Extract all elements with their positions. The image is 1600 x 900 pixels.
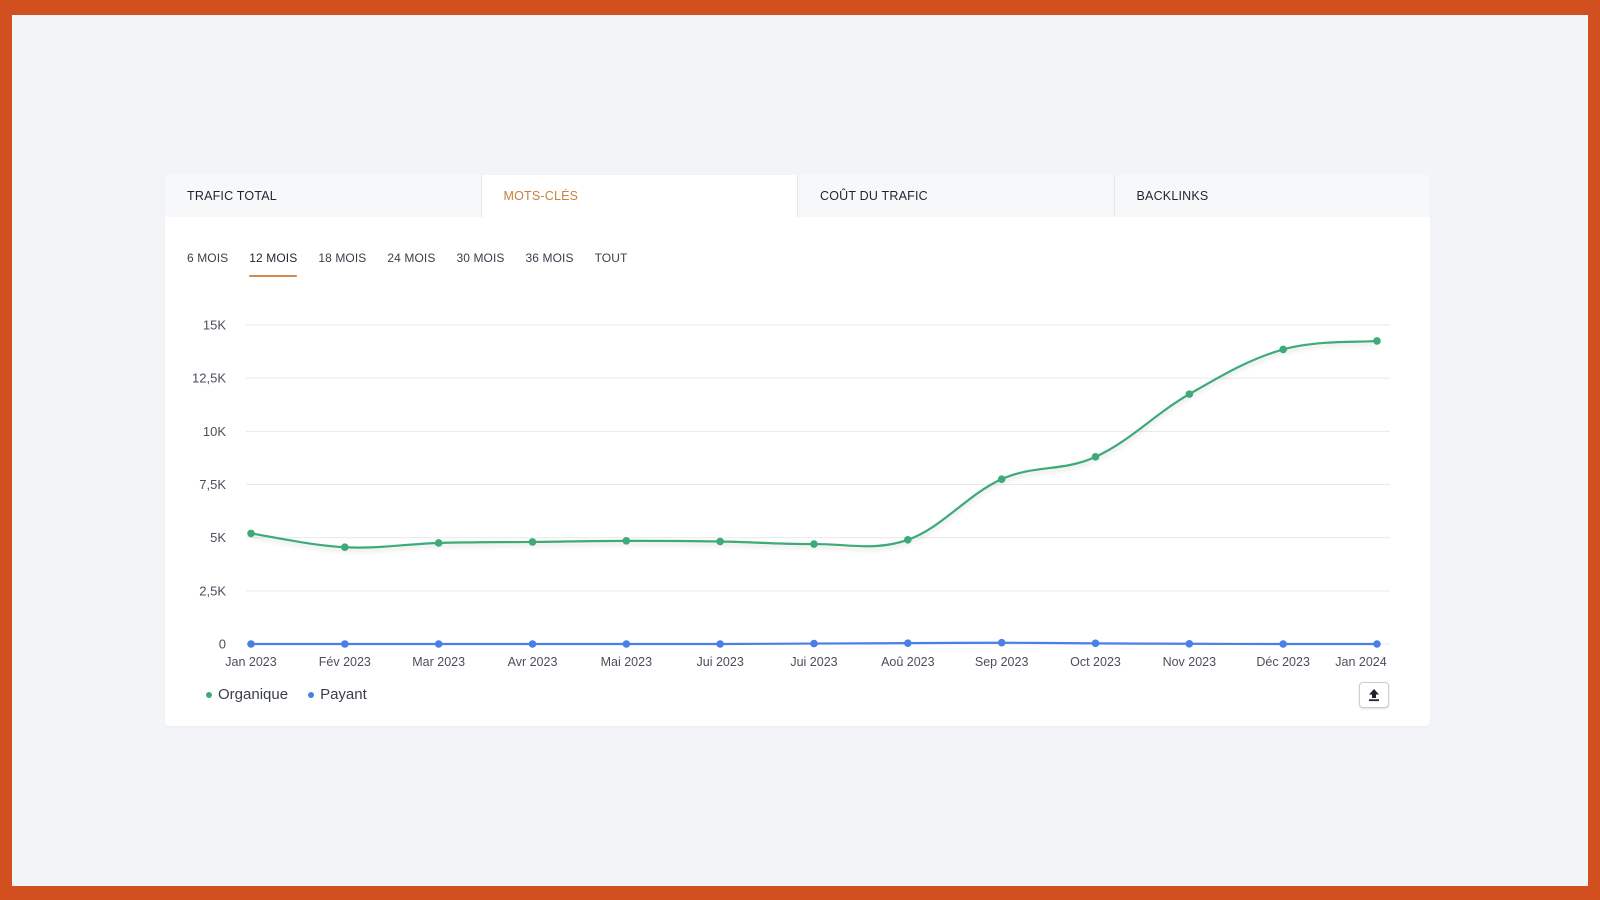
metric-tabs: TRAFIC TOTAL MOTS-CLÉS COÛT DU TRAFIC BA…	[165, 175, 1430, 217]
data-point-payant[interactable]	[247, 640, 255, 648]
data-point-payant[interactable]	[810, 639, 818, 648]
y-tick-label: 5K	[210, 530, 226, 545]
period-tout[interactable]: TOUT	[594, 251, 628, 265]
tab-mots-cles[interactable]: MOTS-CLÉS	[481, 175, 798, 217]
x-tick-label: Jan 2024	[1335, 655, 1386, 669]
data-point-payant[interactable]	[528, 640, 537, 648]
data-point-payant[interactable]	[997, 638, 1006, 647]
x-tick-label: Déc 2023	[1256, 655, 1310, 669]
y-tick-label: 7,5K	[199, 477, 226, 492]
period-selector: 6 MOIS 12 MOIS 18 MOIS 24 MOIS 30 MOIS 3…	[187, 251, 648, 277]
period-6-mois[interactable]: 6 MOIS	[187, 251, 229, 265]
y-tick-label: 0	[219, 637, 226, 652]
y-tick-label: 2,5K	[199, 583, 226, 598]
data-point-organique[interactable]	[1185, 390, 1194, 398]
period-18-mois[interactable]: 18 MOIS	[318, 251, 367, 265]
data-point-payant[interactable]	[622, 640, 631, 648]
traffic-chart-card: TRAFIC TOTAL MOTS-CLÉS COÛT DU TRAFIC BA…	[165, 175, 1430, 726]
data-point-payant[interactable]	[904, 639, 912, 647]
period-36-mois[interactable]: 36 MOIS	[525, 251, 574, 265]
x-tick-label: Jui 2023	[790, 655, 837, 669]
data-point-organique[interactable]	[434, 539, 443, 547]
period-12-mois[interactable]: 12 MOIS	[249, 251, 298, 277]
tab-backlinks[interactable]: BACKLINKS	[1114, 175, 1430, 217]
data-point-organique[interactable]	[810, 540, 818, 548]
data-point-organique[interactable]	[1373, 337, 1381, 345]
data-point-payant[interactable]	[1185, 639, 1194, 648]
tab-cout-du-trafic[interactable]: COÛT DU TRAFIC	[798, 175, 1115, 217]
data-point-organique[interactable]	[997, 475, 1006, 483]
data-point-payant[interactable]	[716, 640, 724, 648]
chart-legend: Organique Payant	[206, 686, 387, 703]
legend-dot-organique	[206, 691, 212, 698]
legend-item-organique[interactable]: Organique	[206, 686, 288, 703]
period-24-mois[interactable]: 24 MOIS	[387, 251, 436, 265]
period-30-mois[interactable]: 30 MOIS	[456, 251, 505, 265]
legend-label-payant: Payant	[320, 686, 367, 703]
data-point-organique[interactable]	[247, 529, 255, 538]
x-tick-label: Avr 2023	[508, 655, 558, 669]
legend-label-organique: Organique	[218, 686, 289, 703]
line-chart: 0 2,5K 5K 7,5K 10K 12,5K 15K Jan 2023 Fév 2023 Ma…	[192, 318, 1390, 669]
x-tick-label: Jui 2023	[697, 655, 744, 669]
export-button[interactable]	[1359, 682, 1389, 708]
data-point-payant[interactable]	[1091, 639, 1100, 648]
y-tick-label: 12,5K	[192, 371, 226, 386]
series-line-organique	[250, 339, 1378, 549]
data-point-organique[interactable]	[1091, 453, 1100, 461]
data-point-organique[interactable]	[528, 538, 537, 546]
x-tick-label: Sep 2023	[975, 655, 1029, 669]
data-point-organique[interactable]	[341, 543, 349, 552]
data-point-organique[interactable]	[1279, 345, 1287, 354]
data-point-payant[interactable]	[1373, 640, 1381, 648]
data-point-payant[interactable]	[1279, 640, 1287, 648]
y-tick-label: 10K	[203, 424, 226, 439]
tab-trafic-total[interactable]: TRAFIC TOTAL	[165, 175, 482, 217]
data-point-payant[interactable]	[434, 640, 443, 648]
x-tick-label: Jan 2023	[225, 655, 276, 669]
legend-item-payant[interactable]: Payant	[308, 686, 367, 703]
x-tick-label: Aoû 2023	[881, 655, 935, 669]
legend-dot-payant	[308, 691, 315, 698]
data-point-organique[interactable]	[622, 537, 631, 545]
x-tick-label: Fév 2023	[319, 655, 371, 669]
x-tick-label: Mar 2023	[412, 655, 465, 669]
y-tick-label: 15K	[203, 318, 226, 333]
data-point-payant[interactable]	[341, 640, 349, 648]
x-tick-label: Oct 2023	[1070, 655, 1121, 669]
upload-icon	[1369, 689, 1379, 702]
x-tick-label: Mai 2023	[601, 655, 652, 669]
x-tick-label: Nov 2023	[1163, 655, 1217, 669]
page-background: TRAFIC TOTAL MOTS-CLÉS COÛT DU TRAFIC BA…	[12, 15, 1588, 886]
data-point-organique[interactable]	[716, 537, 724, 546]
data-point-organique[interactable]	[904, 535, 912, 544]
